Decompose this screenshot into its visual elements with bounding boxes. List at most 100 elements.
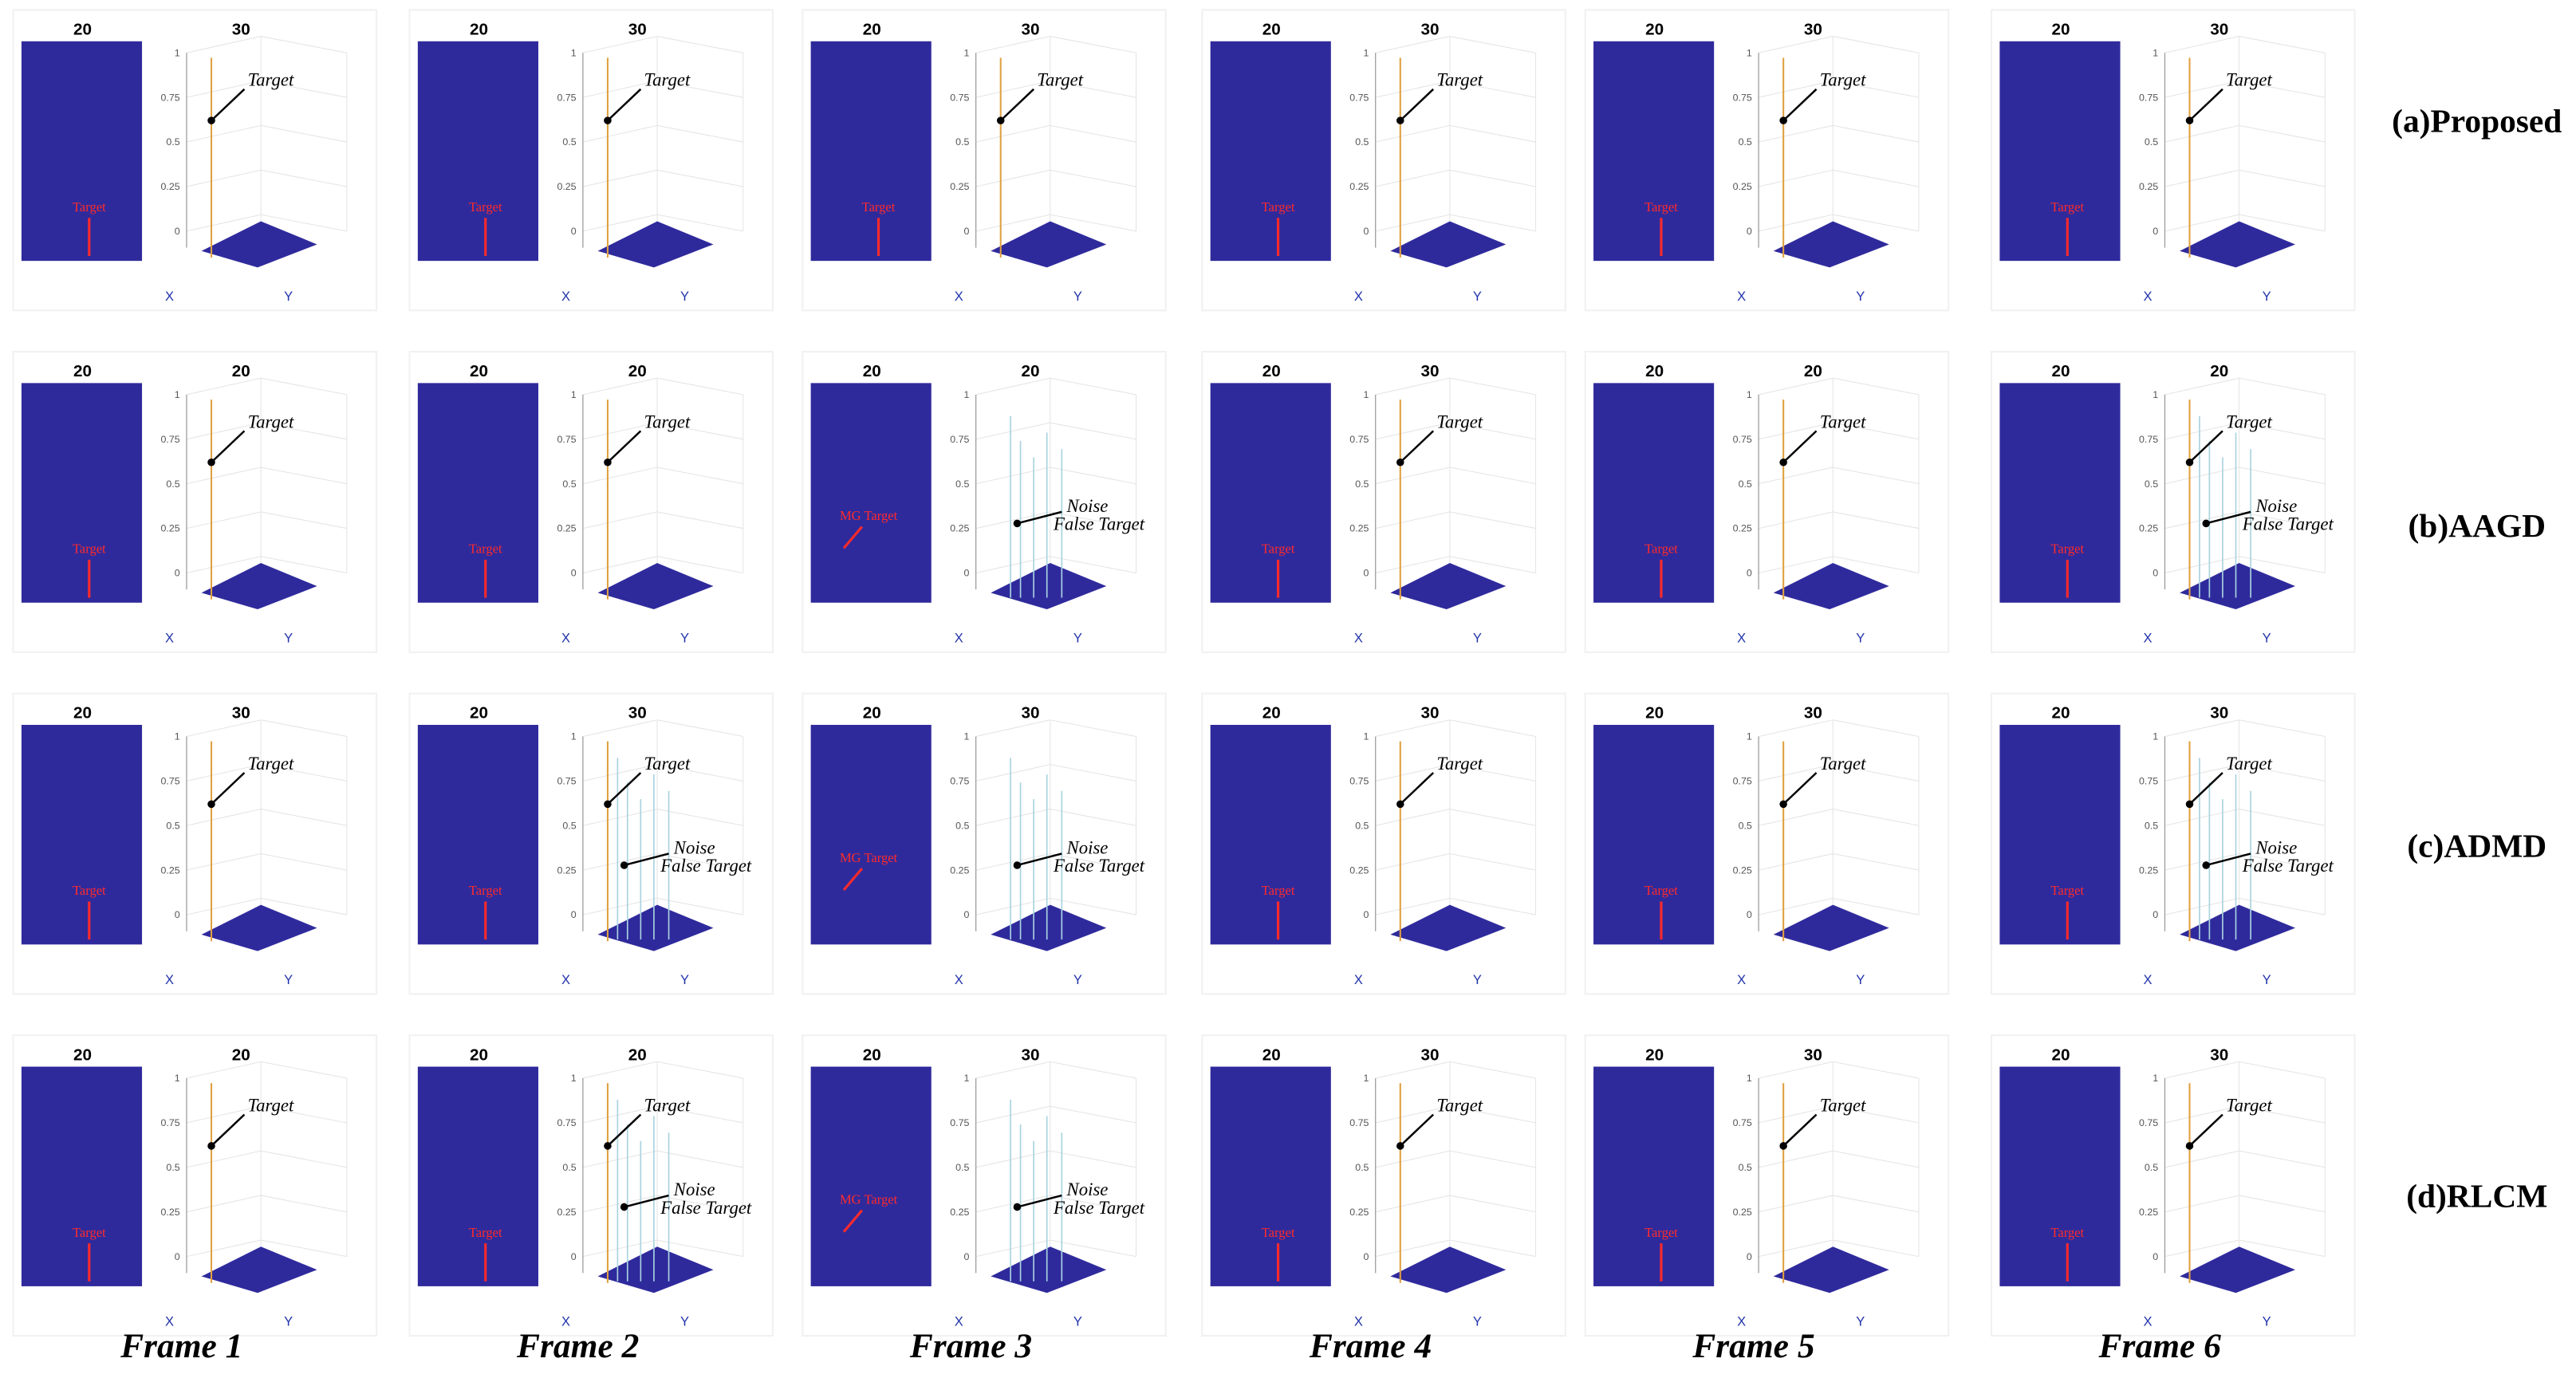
back-grid [2164, 377, 2239, 396]
back-grid [2239, 124, 2326, 143]
image-target-label: Target [73, 1225, 106, 1240]
y-axis-label: Y [1856, 1314, 1865, 1329]
back-grid [1833, 1239, 1920, 1258]
x-axis-label: X [2144, 972, 2153, 987]
z-tick-label: 1 [963, 731, 969, 742]
z-tick-label: 0.5 [1355, 478, 1369, 490]
back-grid [2239, 422, 2326, 440]
y-axis-label: Y [1856, 972, 1865, 987]
z-tick-label: 0 [571, 226, 577, 237]
back-grid [1449, 1239, 1536, 1258]
back-grid [1050, 36, 1136, 53]
z-tick-label: 0.25 [161, 1207, 180, 1218]
image-target-label: Target [469, 199, 502, 215]
back-grid [186, 1195, 262, 1213]
panel: 20 Target 30 1 0.75 0.5 0.25 0 Target X Y [1584, 9, 1950, 312]
back-grid [975, 169, 1050, 187]
back-grid [261, 1150, 347, 1168]
z-tick-label: 0.75 [1733, 1117, 1752, 1128]
x-axis-label: X [561, 289, 570, 304]
y-axis-label: Y [1473, 630, 1482, 645]
z-tick-label: 0.25 [2139, 523, 2158, 534]
back-grid [582, 852, 658, 871]
back-grid [261, 1239, 347, 1258]
x-axis-label: X [1737, 1314, 1746, 1329]
back-grid [1375, 377, 1451, 396]
back-grid [1449, 1105, 1536, 1124]
image-title: 20 [1262, 1045, 1281, 1064]
target-annotation: Target [644, 70, 691, 90]
back-grid [656, 897, 743, 915]
back-grid [2164, 1061, 2239, 1079]
z-tick-label: 0 [1747, 1251, 1752, 1262]
back-grid [1758, 852, 1834, 871]
back-grid [261, 511, 347, 530]
panel: 20 Target 20 1 0.75 0.5 0.25 0 Target X Y [1584, 350, 1950, 653]
frame-label: Frame 2 [516, 1327, 639, 1365]
back-grid [2164, 169, 2239, 187]
target-pointer [1399, 430, 1435, 463]
back-grid [186, 80, 262, 98]
back-grid [1758, 1239, 1834, 1258]
z-tick-label: 0.25 [1733, 1207, 1752, 1218]
z-tick-label: 0.25 [161, 181, 180, 192]
infrared-image [810, 41, 932, 262]
false-target-annotation: False Target [660, 1198, 752, 1218]
image-title: 20 [73, 20, 92, 38]
plot-title: 20 [1021, 362, 1039, 380]
z-tick-label: 0 [2153, 226, 2158, 237]
target-annotation: Target [2226, 70, 2272, 90]
back-grid [1758, 719, 1834, 737]
back-grid [1758, 1061, 1834, 1079]
y-axis-label: Y [284, 289, 293, 304]
z-tick-label: 1 [175, 1073, 180, 1084]
z-tick-label: 0.25 [2139, 181, 2158, 192]
back-grid [2164, 852, 2239, 871]
back-grid [186, 422, 262, 440]
infrared-image [1210, 41, 1331, 262]
back-grid [186, 897, 262, 915]
x-axis-label: X [165, 630, 174, 645]
image-target-label: Target [73, 883, 106, 898]
z-tick-label: 0 [963, 1251, 969, 1262]
image-title: 20 [2051, 1045, 2070, 1064]
image-title: 20 [73, 704, 92, 723]
image-target-label: Target [469, 1225, 502, 1240]
target-annotation: Target [1436, 70, 1483, 90]
back-grid [2164, 124, 2239, 143]
infrared-image [810, 383, 932, 603]
back-grid [1375, 169, 1451, 187]
floor-surface [1773, 1246, 1889, 1293]
target-pointer [1399, 88, 1435, 122]
back-grid [582, 719, 658, 737]
z-tick-label: 0.5 [1355, 1162, 1369, 1173]
infrared-image [1999, 41, 2121, 262]
back-grid [2239, 511, 2326, 530]
z-tick-label: 0.75 [557, 1117, 576, 1128]
back-grid [2164, 214, 2239, 232]
z-tick-label: 1 [1747, 1073, 1752, 1084]
back-grid [2239, 764, 2326, 782]
z-tick-label: 1 [571, 731, 577, 742]
back-grid [2164, 422, 2239, 440]
x-axis-label: X [2144, 1314, 2153, 1329]
infrared-image [417, 383, 538, 603]
z-tick-label: 0.25 [950, 864, 969, 876]
back-grid [1050, 214, 1136, 232]
z-tick-label: 0 [175, 1251, 180, 1262]
back-grid [1375, 719, 1451, 737]
image-title: 20 [1262, 20, 1281, 38]
back-grid [186, 1105, 262, 1124]
image-target-label: Target [1644, 541, 1678, 557]
back-grid [1449, 124, 1536, 143]
plot-title: 30 [1804, 20, 1822, 38]
target-annotation: Target [248, 411, 294, 431]
back-grid [1050, 556, 1136, 573]
back-grid [656, 1061, 743, 1079]
back-grid [2239, 467, 2326, 485]
z-tick-label: 0.5 [2145, 820, 2158, 831]
z-tick-label: 0.5 [562, 478, 576, 490]
x-axis-label: X [1737, 630, 1746, 645]
target-pointer [2188, 430, 2223, 463]
